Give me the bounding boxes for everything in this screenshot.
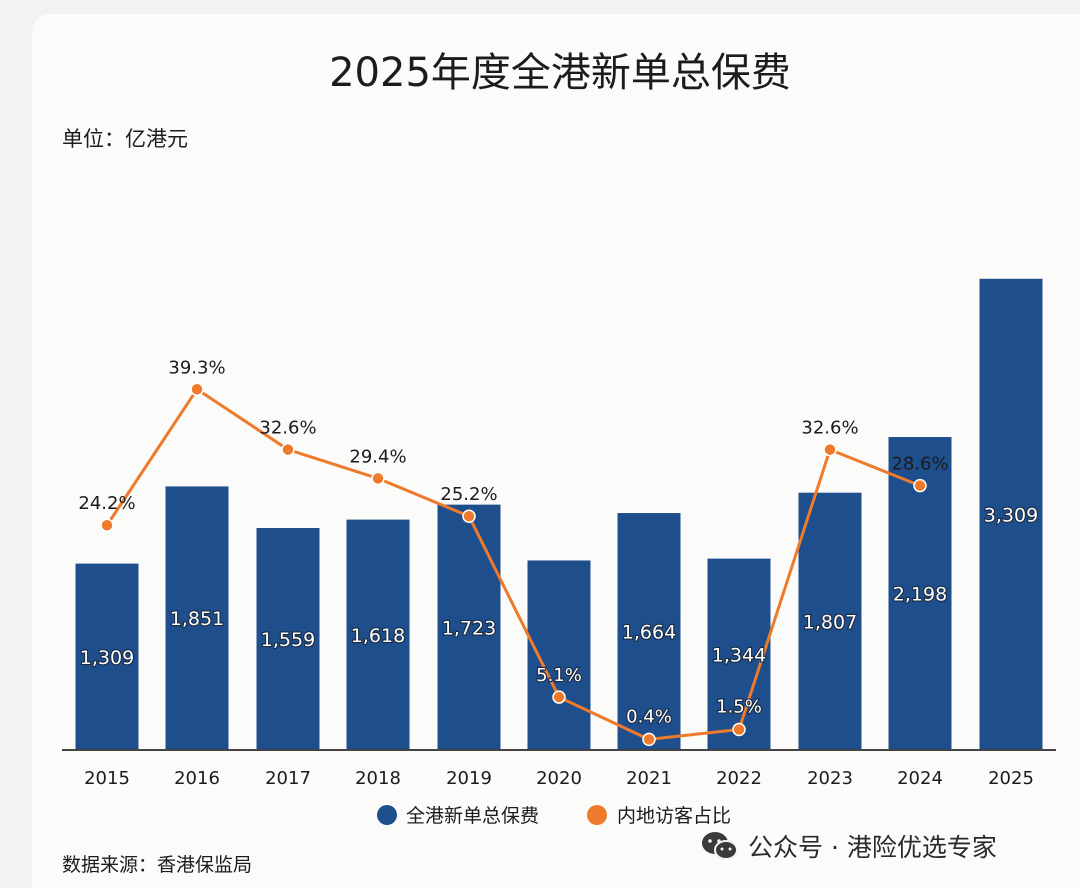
bar-2025 xyxy=(979,278,1043,750)
x-tick-2015: 2015 xyxy=(84,768,130,789)
x-tick-2018: 2018 xyxy=(355,768,401,789)
x-tick-labels: 2015 2016 2017 2018 2019 2020 2021 2022 2023 2024… xyxy=(84,768,1034,789)
point-2015 xyxy=(100,518,114,532)
point-label-2016: 39.3% xyxy=(168,357,225,378)
legend-swatch-premium xyxy=(377,805,397,825)
bar-2022 xyxy=(707,558,771,750)
point-label-2021: 0.4% xyxy=(626,706,672,727)
point-label-2018: 29.4% xyxy=(349,446,406,467)
bar-label-2022: 1,344 xyxy=(712,644,766,666)
point-2017 xyxy=(281,442,295,457)
point-label-2017: 32.6% xyxy=(259,418,316,439)
point-label-2019: 25.2% xyxy=(440,484,497,505)
bar-label-2024: 2,198 xyxy=(893,584,947,606)
x-tick-2025: 2025 xyxy=(988,768,1034,789)
point-label-2023: 32.6% xyxy=(801,418,858,439)
bar-label-2015: 1,309 xyxy=(80,647,134,669)
bar-label-2018: 1,618 xyxy=(351,625,405,647)
point-2020 xyxy=(552,690,566,704)
bar-2018 xyxy=(346,519,410,750)
bar-label-2019: 1,723 xyxy=(442,617,496,639)
bar-label-2021: 1,664 xyxy=(622,622,676,644)
x-tick-2020: 2020 xyxy=(536,768,582,789)
labels-layer: 1,309 1,851 1,559 1,618 1,723 1,664 1,344 1,807… xyxy=(78,357,1039,728)
point-2016 xyxy=(190,382,204,397)
x-tick-2019: 2019 xyxy=(446,768,492,789)
bar-2016 xyxy=(165,486,229,750)
point-2019 xyxy=(462,509,476,523)
bar-2019 xyxy=(437,504,501,750)
x-tick-2016: 2016 xyxy=(174,768,220,789)
point-label-2022: 1.5% xyxy=(716,697,762,718)
legend-swatch-mainland xyxy=(587,805,607,825)
legend-label-mainland: 内地访客占比 xyxy=(617,805,731,827)
point-2021 xyxy=(642,732,656,747)
wechat-icon xyxy=(702,832,738,860)
bar-label-2023: 1,807 xyxy=(803,611,857,633)
x-tick-2024: 2024 xyxy=(897,768,943,789)
watermark: 公众号 · 港险优选专家 xyxy=(700,826,997,866)
bar-label-2017: 1,559 xyxy=(261,629,315,651)
x-tick-2023: 2023 xyxy=(807,768,853,789)
bar-2017 xyxy=(256,527,320,750)
bar-label-2025: 3,309 xyxy=(984,504,1038,526)
x-tick-2022: 2022 xyxy=(716,768,762,789)
unit-label: 单位：亿港元 xyxy=(62,127,188,151)
line-mainland-share xyxy=(105,387,921,741)
point-label-2024: 28.6% xyxy=(891,454,948,475)
point-label-2015: 24.2% xyxy=(78,493,135,514)
point-2024 xyxy=(913,478,927,493)
x-tick-2021: 2021 xyxy=(626,768,672,789)
legend: 全港新单总保费 内地访客占比 xyxy=(377,805,731,827)
bar-2015 xyxy=(75,563,139,750)
legend-label-premium: 全港新单总保费 xyxy=(406,805,539,827)
bars-layer xyxy=(75,278,1043,750)
point-2022 xyxy=(732,722,746,737)
point-2018 xyxy=(371,471,385,486)
bar-2021 xyxy=(617,513,681,750)
bar-label-2016: 1,851 xyxy=(170,608,224,630)
point-2023 xyxy=(823,442,837,457)
source-label: 数据来源：香港保监局 xyxy=(62,854,252,876)
bar-2023 xyxy=(798,492,862,750)
x-tick-2017: 2017 xyxy=(265,768,311,789)
chart-title: 2025年度全港新单总保费 xyxy=(329,50,791,96)
watermark-text: 公众号 · 港险优选专家 xyxy=(748,833,997,862)
line-layer xyxy=(100,382,927,747)
point-label-2020: 5.1% xyxy=(536,665,582,686)
